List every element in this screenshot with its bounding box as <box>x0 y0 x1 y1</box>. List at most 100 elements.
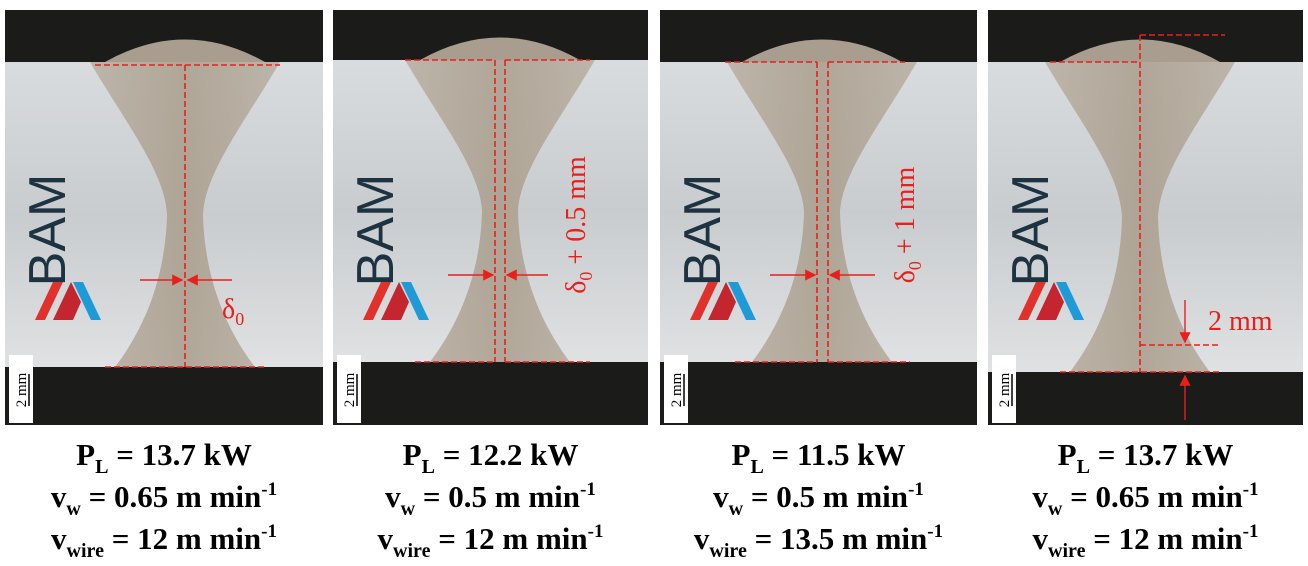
logo-text: BAM <box>1002 174 1060 287</box>
logo-icon <box>381 282 409 320</box>
scale-bar-label: 2 mm <box>14 372 30 407</box>
logo-icon <box>708 282 736 320</box>
caption-text: = 12 m min <box>1085 521 1242 556</box>
weld-crown <box>105 39 265 62</box>
logo-icon <box>363 282 391 320</box>
caption-superscript: -1 <box>927 521 943 542</box>
logo-icon <box>1018 282 1046 320</box>
annotation-symbol: δ <box>222 294 235 325</box>
caption-text: = 0.65 m min <box>1062 479 1242 514</box>
caption-line: vwire = 12 m min-1 <box>51 521 277 562</box>
panel: BAM 2 mm 2 mm <box>988 10 1303 425</box>
caption-line: PL = 11.5 kW <box>732 437 906 478</box>
weld-crown <box>742 39 902 62</box>
caption-line: vwire = 12 m min-1 <box>378 521 604 562</box>
annotation: δ0 <box>222 294 244 329</box>
caption-superscript: -1 <box>580 479 596 500</box>
caption-subscript: L <box>750 456 763 478</box>
caption-symbol: P <box>732 437 751 472</box>
caption-subscript: w <box>401 498 416 520</box>
annotation-symbol: δ <box>890 270 921 283</box>
caption-line: vwire = 12 m min-1 <box>1033 521 1259 562</box>
caption-text: = 11.5 kW <box>764 437 906 472</box>
caption-line: PL = 12.2 kW <box>403 437 579 478</box>
weld-crown <box>1060 39 1220 62</box>
caption-text: = 13.7 kW <box>108 437 251 472</box>
caption-superscript: -1 <box>908 479 924 500</box>
caption-text: = 13.5 m min <box>747 521 927 556</box>
caption-symbol: P <box>1058 437 1077 472</box>
panel: BAM 2 mm δ0 <box>5 10 323 425</box>
logo-icon <box>73 282 101 320</box>
caption-text: = 12 m min <box>430 521 587 556</box>
annotation-subscript: 0 <box>576 272 596 281</box>
annotation-text: + 0.5 mm <box>561 156 592 272</box>
caption-line: PL = 13.7 kW <box>1058 437 1234 478</box>
caption-symbol: P <box>403 437 422 472</box>
annotation: δ0 + 1 mm <box>890 167 925 284</box>
caption-superscript: -1 <box>588 521 604 542</box>
caption-subscript: w <box>729 498 744 520</box>
scale-bar-label: 2 mm <box>669 372 685 407</box>
caption-line: vwire = 13.5 m min-1 <box>694 521 943 562</box>
annotation-subscript: 0 <box>235 309 244 329</box>
logo-icon <box>728 282 756 320</box>
caption-symbol: v <box>378 521 394 556</box>
caption-line: vw = 0.5 m min-1 <box>713 479 924 520</box>
caption-subscript: wire <box>709 540 747 562</box>
caption-subscript: L <box>422 456 435 478</box>
caption-line: PL = 13.7 kW <box>76 437 252 478</box>
panel: BAM 2 mm δ0 + 0.5 mm <box>333 10 648 425</box>
caption-line: vw = 0.5 m min-1 <box>385 479 596 520</box>
annotation-text: 2 mm <box>1208 306 1273 337</box>
weld-crown <box>420 37 580 60</box>
logo-icon <box>690 282 718 320</box>
annotation-subscript: 0 <box>905 261 925 270</box>
annotation-text: + 1 mm <box>890 167 921 262</box>
panel: BAM 2 mm δ0 + 1 mm <box>660 10 977 425</box>
caption-text: = 0.65 m min <box>81 479 261 514</box>
logo-icon <box>401 282 429 320</box>
caption-symbol: v <box>713 479 729 514</box>
logo-icon <box>35 282 63 320</box>
caption-text: = 12 m min <box>104 521 261 556</box>
caption-symbol: v <box>1032 479 1048 514</box>
caption-line: vw = 0.65 m min-1 <box>51 479 277 520</box>
caption-subscript: w <box>66 498 81 520</box>
weld-seam <box>405 60 595 362</box>
caption-symbol: v <box>1033 521 1049 556</box>
caption-subscript: L <box>1077 456 1090 478</box>
logo-text: BAM <box>674 174 732 287</box>
caption-subscript: wire <box>1048 540 1086 562</box>
caption-symbol: v <box>51 479 67 514</box>
logo-icon <box>1036 282 1064 320</box>
scale-bar-label: 2 mm <box>342 372 358 407</box>
caption-subscript: wire <box>67 540 105 562</box>
caption-symbol: v <box>51 521 67 556</box>
logo-icon <box>1056 282 1084 320</box>
caption-superscript: -1 <box>261 479 277 500</box>
annotation-symbol: δ <box>561 281 592 294</box>
caption-text: = 0.5 m min <box>415 479 580 514</box>
annotation: 2 mm <box>1208 306 1273 337</box>
logo-text: BAM <box>19 174 77 287</box>
caption-text: = 12.2 kW <box>435 437 578 472</box>
caption-symbol: P <box>76 437 95 472</box>
caption-line: vw = 0.65 m min-1 <box>1032 479 1258 520</box>
logo-text: BAM <box>347 174 405 287</box>
caption-subscript: L <box>95 456 108 478</box>
logo-icon <box>53 282 81 320</box>
caption-superscript: -1 <box>1243 479 1259 500</box>
caption-superscript: -1 <box>1243 521 1259 542</box>
caption-text: = 13.7 kW <box>1090 437 1233 472</box>
annotation: δ0 + 0.5 mm <box>561 156 596 294</box>
caption-symbol: v <box>694 521 710 556</box>
caption-subscript: wire <box>393 540 431 562</box>
weld-seam <box>727 62 917 362</box>
caption-text: = 0.5 m min <box>743 479 908 514</box>
caption-subscript: w <box>1048 498 1063 520</box>
caption-symbol: v <box>385 479 401 514</box>
scale-bar-label: 2 mm <box>997 372 1013 407</box>
caption-superscript: -1 <box>261 521 277 542</box>
